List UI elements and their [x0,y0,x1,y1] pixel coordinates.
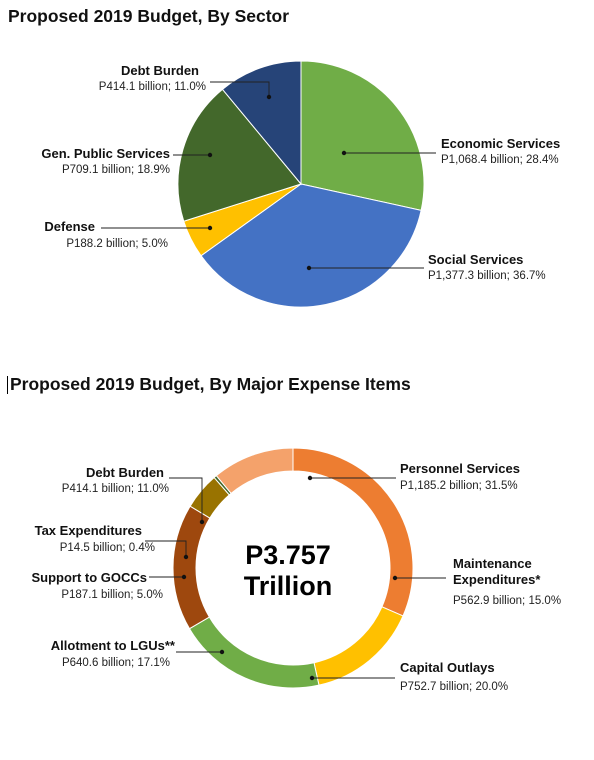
expense-value-debt-burden: P414.1 billion; 11.0% [61,483,169,495]
chart-title-sector: Proposed 2019 Budget, By Sector [8,6,290,26]
donut-center-amount: P3.757 [245,540,331,570]
expense-value-tax-expenditures: P14.5 billion; 0.4% [59,542,155,554]
expense-value-personnel-services: P1,185.2 billion; 31.5% [400,480,518,492]
sector-leader-defense-dot [207,225,213,231]
expense-slice-debt-burden [215,447,294,495]
sector-value-defense: P188.2 billion; 5.0% [66,238,168,250]
expense-label-tax-expenditures: Tax Expenditures [34,523,142,538]
expense-leader-allotment-to-lgus-dot [219,649,225,655]
expense-label-maintenance-line2: Expenditures* [453,572,541,587]
expense-leader-maintenance-dot [392,575,398,581]
expense-leader-tax-expenditures-dot [183,554,189,560]
sector-pie-chart [101,60,436,308]
sector-leader-gen-public-services-dot [207,152,213,158]
expense-slice-capital-outlays [188,616,320,689]
sector-label-defense: Defense [44,219,95,234]
donut-center-total: P3.757 Trillion [218,540,358,602]
sector-value-social-services: P1,377.3 billion; 36.7% [428,270,546,282]
expense-leader-debt-burden-dot [199,519,205,525]
text-cursor [7,376,8,394]
expense-leader-support-to-goccs-dot [181,574,187,580]
expense-leader-personnel-services-dot [307,475,313,481]
expense-value-allotment-to-lgus: P640.6 billion; 17.1% [61,657,170,669]
sector-label-social-services: Social Services [428,252,524,267]
sector-value-debt-burden: P414.1 billion; 11.0% [98,81,206,93]
expense-slice-allotment-to-lgus [172,505,211,630]
expense-label-support-to-goccs: Support to GOCCs [31,570,147,585]
donut-center-unit: Trillion [243,571,333,601]
chart-title-expense-items: Proposed 2019 Budget, By Major Expense I… [10,374,411,394]
sector-leader-debt-burden-dot [266,94,272,100]
sector-label-gen-public-services: Gen. Public Services [41,146,170,161]
expense-value-support-to-goccs: P187.1 billion; 5.0% [61,589,163,601]
expense-label-maintenance: Maintenance [453,556,532,571]
sector-leader-debt-burden [210,81,270,97]
sector-value-gen-public-services: P709.1 billion; 18.9% [61,164,170,176]
sector-leader-social-services-dot [306,265,312,271]
sector-leader-economic-services-dot [341,150,347,156]
sector-slice-economic-services [300,60,425,211]
sector-slice-debt-burden [221,60,302,186]
sector-value-economic-services: P1,068.4 billion; 28.4% [441,154,559,166]
expense-value-capital-outlays: P752.7 billion; 20.0% [400,681,509,693]
expense-leader-capital-outlays-dot [309,675,315,681]
expense-label-debt-burden: Debt Burden [86,465,164,480]
expense-slice-maintenance [313,606,404,686]
expense-value-maintenance: P562.9 billion; 15.0% [453,595,562,607]
expense-label-allotment-to-lgus: Allotment to LGUs** [50,638,175,653]
sector-label-economic-services: Economic Services [441,136,561,151]
expense-label-capital-outlays: Capital Outlays [400,660,495,675]
sector-label-debt-burden: Debt Burden [121,63,199,78]
sector-slice-gen-public-services [177,88,302,222]
expense-leader-debt-burden [169,477,203,522]
expense-leader-tax-expenditures [145,540,187,557]
expense-label-personnel-services: Personnel Services [400,461,520,476]
sector-slice-social-services [200,183,422,308]
